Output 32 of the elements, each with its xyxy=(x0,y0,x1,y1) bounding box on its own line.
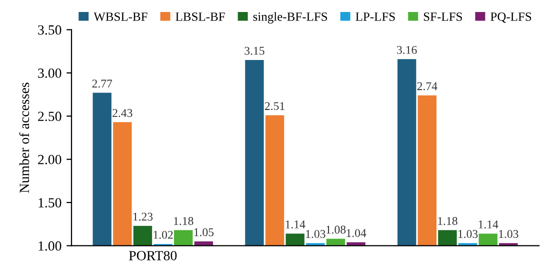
y-tick-label: 2.50 xyxy=(38,112,62,122)
data-label: 1.02 xyxy=(154,230,173,239)
legend-label: LBSL-BF xyxy=(176,12,225,21)
data-label: 2.77 xyxy=(92,80,112,88)
legend-label: WBSL-BF xyxy=(94,12,148,21)
data-label: 1.05 xyxy=(194,228,214,236)
data-label: 1.08 xyxy=(326,226,346,234)
y-tick-label: 1.50 xyxy=(38,198,62,208)
data-label: 2.51 xyxy=(264,102,284,110)
data-label: 1.18 xyxy=(438,217,458,226)
data-label: 1.14 xyxy=(478,220,498,228)
y-tick-label: 3.00 xyxy=(38,68,62,78)
data-label: 1.14 xyxy=(286,220,306,228)
legend-label: single-BF-LFS xyxy=(253,12,328,24)
y-tick-label: 2.00 xyxy=(38,154,62,164)
data-label: 2.43 xyxy=(112,109,132,118)
data-label: 1.03 xyxy=(458,230,478,238)
data-label: 1.18 xyxy=(174,217,194,226)
y-tick-label: 1.00 xyxy=(38,241,62,251)
data-label: 1.03 xyxy=(306,230,326,238)
data-label: 1.04 xyxy=(346,229,366,238)
y-axis-title: Number of accesses xyxy=(19,82,30,193)
data-label: 1.23 xyxy=(133,212,153,221)
legend-label: SF-LFS xyxy=(424,12,462,21)
data-label: 2.74 xyxy=(417,82,438,90)
data-label: 3.16 xyxy=(397,46,417,54)
legend-label: LP-LFS xyxy=(356,12,395,21)
y-tick-label: 3.50 xyxy=(38,25,62,35)
data-label: 3.15 xyxy=(244,46,264,55)
x-tick-label: PORT80 xyxy=(129,250,177,260)
data-label: 1.03 xyxy=(499,230,518,238)
legend-label: PQ-LFS xyxy=(490,12,532,23)
